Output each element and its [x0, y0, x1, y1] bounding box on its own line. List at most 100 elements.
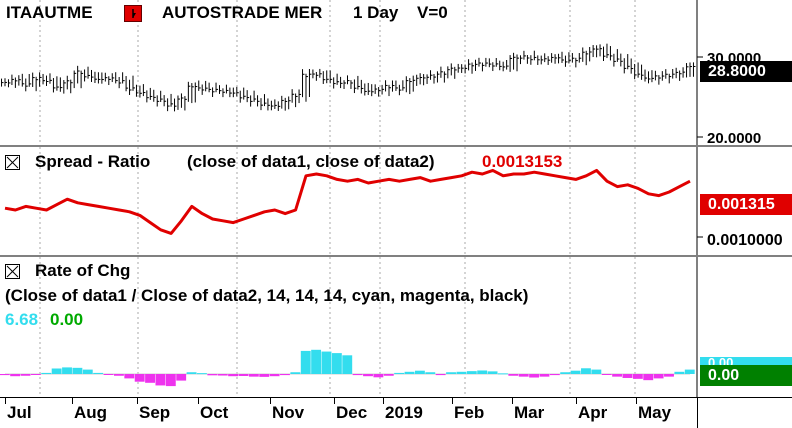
roc-bar	[446, 372, 456, 374]
roc-bar	[497, 373, 508, 375]
x-axis-label: Jul	[7, 403, 32, 422]
x-axis-label: Aug	[74, 403, 108, 422]
roc-tag: 0.00	[700, 365, 792, 386]
roc-bar	[331, 353, 342, 374]
roc-bar	[10, 374, 21, 377]
panel-divider[interactable]	[0, 255, 792, 257]
flag-arrow-icon	[132, 9, 136, 18]
roc-bar	[62, 367, 72, 374]
roc-bar	[280, 374, 290, 376]
roc-bar	[487, 371, 498, 374]
roc-value1: 6.68	[5, 310, 39, 329]
x-tick	[383, 398, 384, 404]
roc-bar	[30, 374, 41, 375]
x-axis-label: Nov	[272, 403, 305, 422]
x-tick	[452, 398, 453, 404]
roc-bar	[113, 374, 124, 376]
symbol-label: ITAAUTME	[6, 3, 93, 22]
roc-bar	[477, 370, 488, 374]
x-tick	[198, 398, 199, 404]
roc-bar	[383, 374, 394, 376]
roc-bar	[643, 374, 654, 381]
spread-tag: 0.001315	[700, 194, 792, 215]
roc-bar	[373, 374, 384, 378]
roc-bar	[176, 374, 187, 381]
volume-label: V=0	[417, 3, 448, 22]
roc-params: (Close of data1 / Close of data2, 14, 14…	[5, 286, 529, 305]
roc-bar	[134, 374, 145, 382]
x-tick	[72, 398, 73, 404]
roc-bar	[394, 372, 405, 374]
close-roc-icon[interactable]	[5, 264, 20, 279]
spread-title: Spread - Ratio	[35, 152, 151, 171]
roc-bar	[632, 374, 643, 379]
roc-bar	[435, 374, 446, 376]
roc-bar	[456, 371, 467, 374]
roc-bar	[518, 374, 529, 377]
roc-bar	[342, 355, 353, 374]
x-tick	[137, 398, 138, 404]
red-flag-down-icon[interactable]	[124, 5, 142, 22]
spread-line	[4, 168, 691, 235]
price-chart-svg	[1, 0, 703, 145]
roc-bar	[508, 374, 519, 376]
time-axis[interactable]: Jul Aug Sep Oct Nov Dec 2019 Feb Mar Apr May	[0, 397, 792, 428]
x-tick	[512, 398, 513, 404]
roc-bar	[570, 370, 581, 374]
panel-divider[interactable]	[0, 145, 792, 147]
roc-bar	[155, 374, 166, 386]
x-axis-label: Mar	[514, 403, 545, 422]
roc-bar	[352, 374, 363, 376]
roc-bar	[601, 374, 612, 375]
price-panel[interactable]: ITAAUTME AUTOSTRADE MER 1 Day V=0 30.000…	[0, 0, 792, 145]
roc-panel[interactable]: Rate of Chg (Close of data1 / Close of d…	[0, 257, 792, 397]
roc-bar	[51, 368, 62, 374]
last-price-value: 28.8000	[708, 63, 766, 80]
roc-bar	[41, 372, 52, 374]
roc-title: Rate of Chg	[35, 261, 131, 280]
roc-bar	[684, 369, 695, 374]
roc-bar	[186, 372, 197, 374]
roc-bar	[414, 370, 425, 374]
last-price-tag: 28.8000	[700, 61, 792, 82]
roc-bar	[549, 374, 560, 376]
roc-bar	[622, 374, 633, 378]
roc-tag-value: 0.00	[708, 367, 740, 384]
y-axis-line	[697, 398, 698, 428]
roc-bar	[311, 349, 322, 374]
x-tick	[5, 398, 6, 404]
spread-params: (close of data1, close of data2)	[187, 152, 435, 171]
roc-bar	[228, 374, 239, 377]
roc-bar	[466, 371, 477, 374]
instrument-name: AUTOSTRADE MER	[162, 3, 323, 22]
x-axis-label: Feb	[454, 403, 485, 422]
spread-panel[interactable]: Spread - Ratio (close of data1, close of…	[0, 147, 792, 255]
spread-value: 0.0013153	[482, 152, 563, 171]
roc-bar	[321, 351, 332, 374]
roc-bar	[290, 372, 301, 374]
roc-bar	[539, 374, 550, 377]
roc-bar	[581, 368, 591, 374]
roc-bar	[165, 374, 176, 387]
x-tick	[636, 398, 637, 404]
roc-bar	[20, 374, 31, 376]
x-axis-label: Dec	[336, 403, 368, 422]
roc-bar	[425, 372, 436, 374]
close-spread-icon[interactable]	[5, 155, 20, 170]
roc-bar	[145, 374, 155, 383]
roc-value2: 0.00	[50, 310, 84, 329]
roc-bar	[82, 369, 93, 374]
roc-bar	[269, 374, 280, 377]
x-tick	[270, 398, 271, 404]
x-axis-label: Apr	[578, 403, 608, 422]
roc-bar	[238, 374, 249, 376]
roc-bar	[529, 374, 540, 378]
roc-bar	[93, 372, 104, 374]
spread-tick: 0.0010000	[707, 232, 783, 249]
roc-bar	[103, 374, 114, 375]
roc-bar	[217, 374, 228, 376]
roc-bar	[124, 374, 135, 379]
roc-bar	[404, 371, 415, 374]
roc-bar	[664, 374, 674, 377]
roc-bar	[653, 374, 664, 379]
